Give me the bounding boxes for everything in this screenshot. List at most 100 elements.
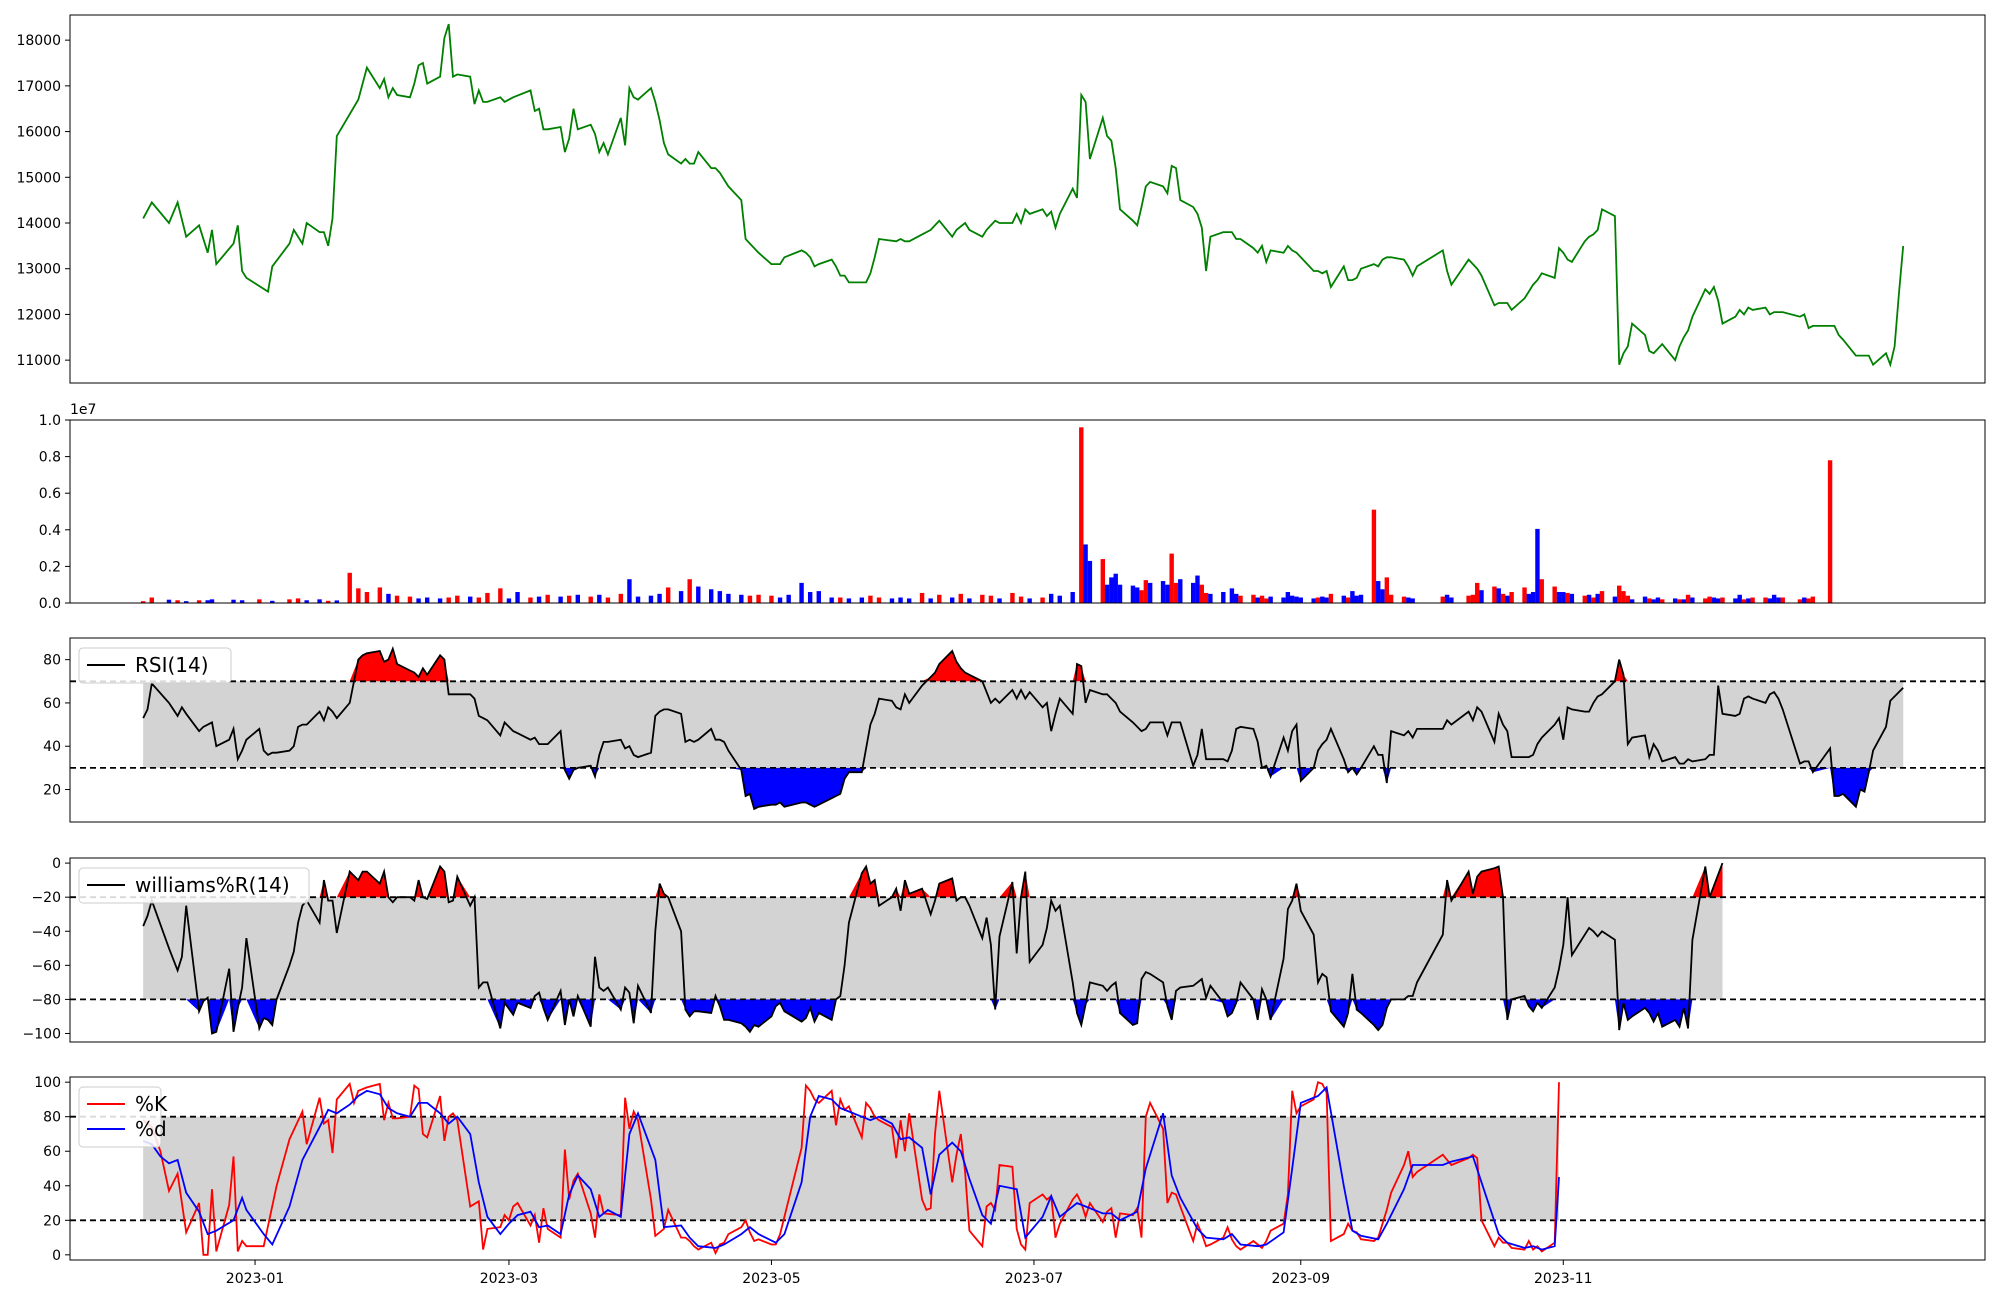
volume-bar — [1027, 598, 1032, 603]
volume-bar — [958, 593, 963, 603]
volume-bar — [1771, 594, 1777, 603]
axis-offset-text: 1e7 — [70, 402, 96, 418]
volume-bar — [1251, 594, 1256, 603]
volume-bar — [1561, 592, 1566, 603]
williams-r-line — [142, 862, 1724, 1035]
volume-bar — [1522, 587, 1527, 603]
volume-bar — [1741, 599, 1747, 603]
volume-bar — [1746, 598, 1751, 603]
volume-bar — [1371, 509, 1377, 603]
volume-bar — [949, 597, 955, 603]
volume-bar — [988, 595, 994, 603]
volume-bar — [1767, 598, 1773, 603]
volume-bar — [1208, 593, 1213, 603]
axes-frame — [69, 1076, 1986, 1261]
volume-bar — [377, 587, 383, 603]
volume-panel: 0.0 0.2 0.4 0.6 0.8 1.0 1e7 — [39, 402, 1986, 612]
y-tick-label: 12000 — [16, 307, 61, 323]
volume-bar — [536, 596, 542, 603]
volume-bar — [566, 595, 572, 603]
volume-bar — [1651, 599, 1656, 603]
volume-bar — [1733, 598, 1738, 603]
volume-bar — [1255, 597, 1260, 603]
volume-bar — [1642, 596, 1648, 603]
volume-bar — [1505, 595, 1510, 603]
volume-bar — [209, 599, 215, 603]
legend-box — [78, 1086, 162, 1148]
volume-bar — [1621, 591, 1626, 603]
volume-bar — [1070, 592, 1075, 603]
legend-label: %K — [135, 1092, 168, 1116]
volume-bar — [1117, 584, 1123, 603]
volume-bar — [1556, 592, 1562, 603]
rsi-line — [142, 646, 1904, 811]
volume-bar — [1449, 597, 1454, 603]
volume-bar — [1165, 584, 1170, 603]
volume-bar — [1707, 596, 1712, 603]
volume-bar — [1388, 594, 1394, 603]
y-tick-label: 80 — [43, 1110, 61, 1126]
y-tick-label: −60 — [31, 958, 61, 974]
volume-bar — [231, 599, 236, 603]
volume-bar — [1083, 544, 1088, 603]
volume-bar — [627, 579, 632, 603]
volume-bar — [1776, 597, 1781, 603]
volume-bar — [678, 591, 684, 603]
x-tick-label: 2023-01 — [226, 1271, 285, 1287]
volume-bar — [648, 595, 654, 603]
legend-label: %d — [135, 1117, 167, 1141]
volume-bar — [838, 597, 843, 603]
k-line — [142, 1080, 1560, 1256]
volume-bar — [1113, 573, 1118, 603]
volume-bar — [777, 597, 783, 603]
volume-bar — [1526, 593, 1532, 603]
volume-bar — [1440, 596, 1445, 603]
volume-bar — [270, 600, 275, 603]
volume-bar — [1492, 586, 1497, 603]
volume-bar — [756, 594, 761, 603]
volume-bar — [717, 591, 723, 603]
volume-bar — [747, 595, 753, 603]
volume-bar — [334, 600, 340, 603]
volume-bar — [528, 597, 533, 603]
y-tick-label: 80 — [43, 653, 61, 669]
volume-bar — [1234, 593, 1239, 603]
volume-bar — [980, 594, 985, 603]
volume-bar — [937, 594, 942, 603]
volume-bar — [175, 600, 180, 603]
y-tick-label: 0 — [52, 1248, 61, 1264]
volume-bar — [394, 595, 400, 603]
volume-bar — [1681, 599, 1686, 603]
volume-bar — [799, 582, 804, 603]
volume-bar — [1720, 597, 1725, 603]
volume-bar — [1268, 596, 1273, 603]
volume-bar — [1104, 584, 1110, 603]
volume-bar — [1763, 597, 1768, 603]
volume-bar — [1139, 590, 1144, 603]
volume-bar — [605, 597, 611, 603]
volume-bar — [1802, 597, 1807, 603]
volume-bar — [1827, 460, 1833, 603]
legend-box — [78, 647, 232, 684]
volume-bar — [1586, 594, 1592, 603]
volume-bar — [1612, 596, 1618, 603]
volume-bar — [1401, 596, 1407, 603]
volume-bar — [1530, 592, 1536, 603]
volume-bar — [739, 594, 744, 603]
y-tick-label: 16000 — [16, 125, 61, 141]
volume-bar — [149, 597, 154, 603]
volume-bar — [1143, 580, 1149, 603]
volume-bar — [1810, 596, 1816, 603]
volume-bar — [1690, 597, 1695, 603]
y-tick-label: −100 — [23, 1026, 61, 1042]
volume-bar — [1169, 553, 1174, 603]
volume-bar — [1173, 582, 1179, 603]
volume-bar — [859, 597, 865, 603]
volume-bar — [1350, 591, 1355, 603]
volume-bar — [1625, 595, 1631, 603]
volume-bar — [1341, 595, 1346, 603]
y-tick-label: 0.6 — [39, 486, 61, 502]
volume-bar — [1264, 598, 1269, 603]
volume-bar — [1109, 577, 1114, 603]
volume-bar — [476, 597, 482, 603]
